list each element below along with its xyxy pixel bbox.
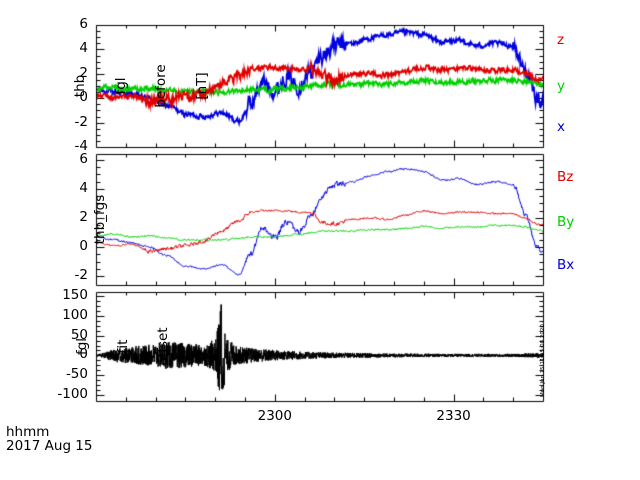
y-tick-label: 0 (79, 89, 88, 105)
y-tick-label: 6 (79, 16, 88, 32)
legend-item-z: z (557, 32, 565, 48)
y-tick-label: 100 (62, 307, 88, 323)
y-axis-label-line: [nT] (193, 72, 210, 100)
y-tick-label: 4 (79, 40, 88, 56)
y-tick-label: 4 (79, 180, 88, 196)
plot-date-label: 2017 Aug 15 (6, 438, 93, 454)
legend-item-bx: Bx (557, 257, 575, 273)
x-axis-format-label: hhmm (6, 424, 50, 440)
y-tick-label: -100 (57, 386, 88, 402)
y-axis-label-line: fit (114, 339, 131, 354)
y-tick-label: 150 (62, 287, 88, 303)
legend-item-y: y (557, 78, 565, 94)
y-tick-label: -50 (65, 366, 88, 382)
y-axis-label-line: before (153, 64, 169, 108)
y-tick-label: 0 (79, 346, 88, 362)
y-axis-label-line: thb_fgs (92, 194, 108, 245)
y-tick-label: 6 (79, 151, 88, 167)
timestamp-credit: Mon Jun 15 11:15:08 2020 (540, 324, 546, 397)
y-tick-label: -2 (74, 267, 88, 283)
x-tick-label: 2300 (257, 408, 292, 424)
y-axis-label-line: offset (155, 327, 171, 366)
y-tick-label: 50 (70, 327, 88, 343)
y-axis-label-line: fgl (112, 77, 129, 95)
y-tick-label: 2 (79, 209, 88, 225)
y-tick-label: 0 (79, 238, 88, 254)
y-tick-label: -2 (74, 114, 88, 130)
y-tick-label: 2 (79, 65, 88, 81)
y-tick-label: -4 (74, 138, 88, 154)
legend-item-bz: Bz (557, 169, 574, 185)
legend-item-by: By (557, 214, 575, 230)
legend-item-x: x (557, 119, 565, 135)
x-tick-label: 2330 (436, 408, 471, 424)
